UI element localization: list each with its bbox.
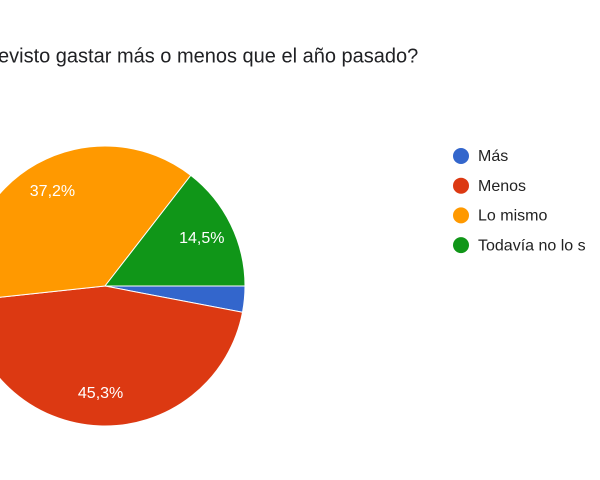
legend-marker xyxy=(453,237,469,254)
legend-label: Todavía no lo s xyxy=(478,237,586,254)
chart-title: evisto gastar más o menos que el año pas… xyxy=(0,45,418,67)
legend-label: Más xyxy=(478,148,508,165)
slice-label: 45,3% xyxy=(78,385,123,402)
slice-label: 14,5% xyxy=(179,230,224,247)
legend-label: Menos xyxy=(478,178,526,195)
legend-marker xyxy=(453,207,469,224)
pie-slice xyxy=(103,174,246,287)
pie-slice xyxy=(0,285,244,427)
legend-marker xyxy=(453,148,469,164)
legend-label: Lo mismo xyxy=(478,208,547,225)
pie-slice xyxy=(0,145,192,298)
legend-marker xyxy=(453,177,469,194)
slice-label: 37,2% xyxy=(30,183,75,200)
